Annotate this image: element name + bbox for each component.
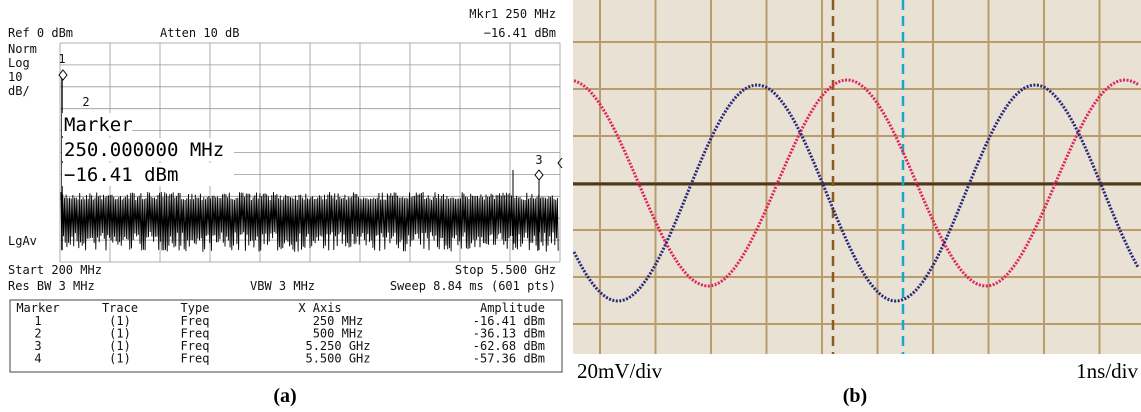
side-label: Log [8,56,30,70]
rbw: Res BW 3 MHz [8,279,95,293]
marker-number: 1 [58,52,65,66]
atten: Atten 10 dB [160,26,239,40]
marker-box-text: 250.000000 MHz [64,139,224,161]
table-cell: -16.41 dBm [473,314,545,328]
table-cell: 1 [34,314,41,328]
marker-box-text: −16.41 dBm [64,164,178,186]
spectrum-panel: Ref 0 dBm Atten 10 dB Mkr1 250 MHz −16.4… [0,0,566,407]
marker-number: 2 [82,95,89,109]
scope-photo [573,0,1141,354]
table-cell: (1) [109,352,131,366]
waveform-blue [572,83,1140,303]
table-cell: Freq [181,327,210,341]
table-cell: -36.13 dBm [473,327,545,341]
table-cell: 5.250 GHz [305,339,370,353]
trace [60,191,559,252]
detector: LgAv [8,234,37,248]
screen [0,0,566,382]
table-header: Type [181,301,210,315]
marker-readout: Mkr1 250 MHz [469,7,556,21]
table-cell: 2 [34,327,41,341]
side-label: 10 [8,70,22,84]
table-cell: (1) [109,314,131,328]
table-cell: 3 [34,339,41,353]
marker-box-bg [62,138,234,161]
table-cell: (1) [109,327,131,341]
stop-freq: Stop 5.500 GHz [455,263,556,277]
scope-panel: 20mV/div 1ns/div (b) [572,0,1141,407]
marker-box-text: Marker [64,114,133,136]
marker-number: 3 [535,153,542,167]
marker-box-bg [62,113,132,136]
table-cell: -57.36 dBm [473,352,545,366]
marker-offscreen [557,157,563,169]
table-cell: Freq [181,339,210,353]
table-cell: 5.500 GHz [305,352,370,366]
vbw: VBW 3 MHz [250,279,315,293]
table-cell: (1) [109,339,131,353]
marker-diamond [534,169,544,181]
side-label: Norm [8,42,37,56]
marker-value: −16.41 dBm [484,26,556,40]
vertical-scale: 20mV/div [577,359,663,383]
time-scale: 1ns/div [1076,359,1138,383]
table-cell: 4 [34,352,41,366]
caption: (b) [843,385,867,407]
table-header: Trace [102,301,138,315]
table-header: Marker [16,301,59,315]
table-border [9,299,563,373]
marker-diamond [58,69,68,81]
table-cell: Freq [181,314,210,328]
waveform-red [573,78,1139,288]
table-cell: Freq [181,352,210,366]
table-header: X Axis [298,301,341,315]
marker-box-bg [62,163,234,186]
side-label: dB/ [8,84,30,98]
sweep: Sweep 8.84 ms (601 pts) [390,279,556,293]
start-freq: Start 200 MHz [8,263,102,277]
ref-level: Ref 0 dBm [8,26,73,40]
caption: (a) [273,385,296,407]
table-cell: 250 MHz [313,314,364,328]
table-cell: 500 MHz [313,327,364,341]
table-header: Amplitude [480,301,545,315]
table-cell: -62.68 dBm [473,339,545,353]
